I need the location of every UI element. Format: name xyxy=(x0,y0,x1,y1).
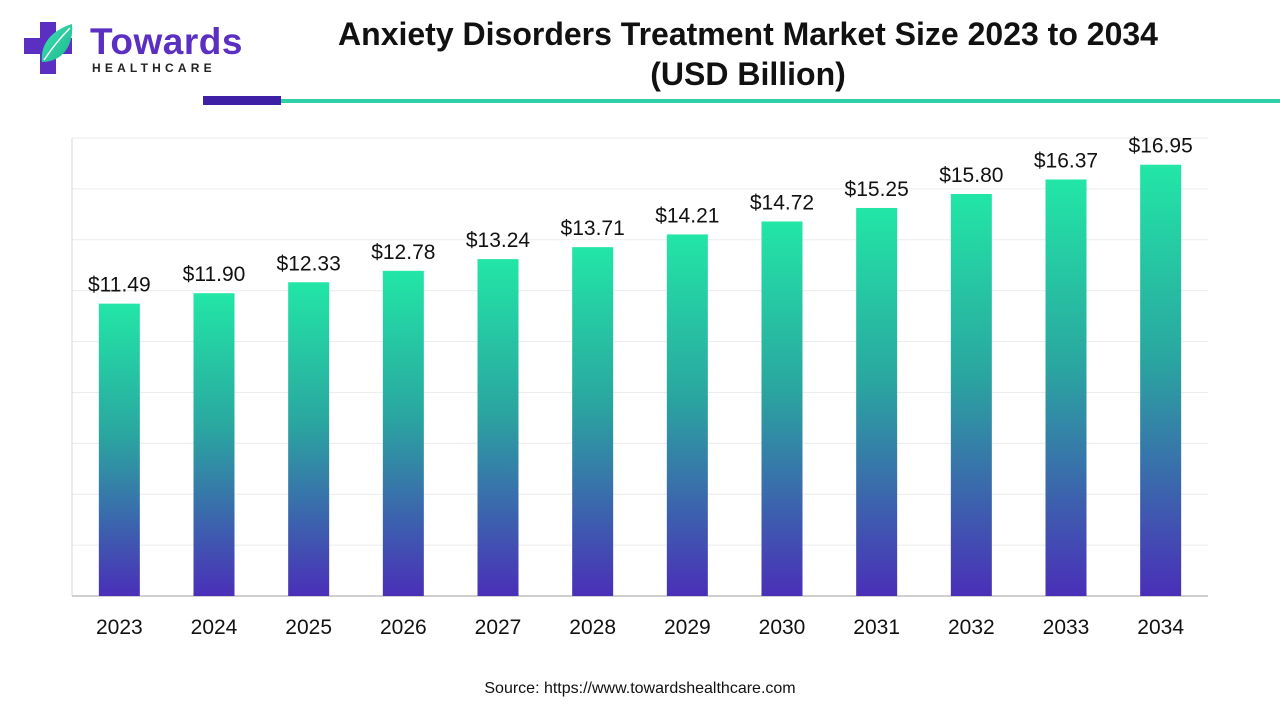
bar-2025 xyxy=(288,282,330,596)
bar-2027 xyxy=(477,259,519,596)
data-label-2026: $12.78 xyxy=(371,241,435,264)
x-tick-2028: 2028 xyxy=(569,616,616,639)
data-label-2028: $13.71 xyxy=(561,217,625,240)
data-label-2034: $16.95 xyxy=(1129,135,1193,158)
chart-title-line1: Anxiety Disorders Treatment Market Size … xyxy=(338,16,1158,52)
medical-cross-leaf-icon xyxy=(24,22,73,74)
brand-logo: Towards HEALTHCARE xyxy=(20,18,243,80)
bar-2033 xyxy=(1045,179,1087,597)
title-rule xyxy=(281,99,1280,103)
x-tick-2032: 2032 xyxy=(948,616,995,639)
x-tick-2024: 2024 xyxy=(191,616,238,639)
x-tick-2026: 2026 xyxy=(380,616,427,639)
data-label-2025: $12.33 xyxy=(277,252,341,275)
x-tick-2034: 2034 xyxy=(1137,616,1184,639)
bar-2034 xyxy=(1140,164,1182,596)
bar-2023 xyxy=(98,303,140,596)
data-label-2027: $13.24 xyxy=(466,229,531,252)
bar-chart: $11.49 $11.90 $12.33 $12.78 $13.24 $13.71 $14.… xyxy=(71,135,1208,639)
chart-title-line2: (USD Billion) xyxy=(650,56,846,92)
bar-2030 xyxy=(761,221,803,597)
bar-2032 xyxy=(950,193,992,596)
x-tick-2027: 2027 xyxy=(475,616,522,639)
x-tick-2030: 2030 xyxy=(759,616,806,639)
data-label-2033: $16.37 xyxy=(1034,149,1098,172)
chart-title: Anxiety Disorders Treatment Market Size … xyxy=(290,14,1206,94)
title-rule-accent xyxy=(203,96,281,105)
data-label-2031: $15.25 xyxy=(845,178,909,201)
bar-2028 xyxy=(572,247,614,596)
bar-2029 xyxy=(666,234,708,596)
x-tick-2031: 2031 xyxy=(853,616,900,639)
grid-lines xyxy=(72,137,1208,546)
bars xyxy=(98,164,1182,597)
data-label-2030: $14.72 xyxy=(750,191,814,214)
data-label-2029: $14.21 xyxy=(655,204,719,227)
x-tick-2033: 2033 xyxy=(1043,616,1090,639)
brand-name: Towards xyxy=(90,21,243,62)
data-label-2032: $15.80 xyxy=(939,164,1003,187)
data-label-2023: $11.49 xyxy=(88,274,151,297)
bar-2024 xyxy=(193,293,235,596)
x-tick-2025: 2025 xyxy=(285,616,332,639)
bar-2026 xyxy=(382,270,424,596)
x-tick-labels: 2023 2024 2025 2026 2027 2028 2029 2030 2031 2032… xyxy=(96,616,1184,639)
source-note: Source: https://www.towardshealthcare.co… xyxy=(484,680,796,697)
x-tick-2029: 2029 xyxy=(664,616,711,639)
axes xyxy=(71,138,1208,597)
x-tick-2023: 2023 xyxy=(96,616,143,639)
bar-2031 xyxy=(856,207,898,596)
data-labels: $11.49 $11.90 $12.33 $12.78 $13.24 $13.71 $14.… xyxy=(88,135,1193,297)
brand-tagline: HEALTHCARE xyxy=(92,61,216,75)
data-label-2024: $11.90 xyxy=(183,263,246,286)
